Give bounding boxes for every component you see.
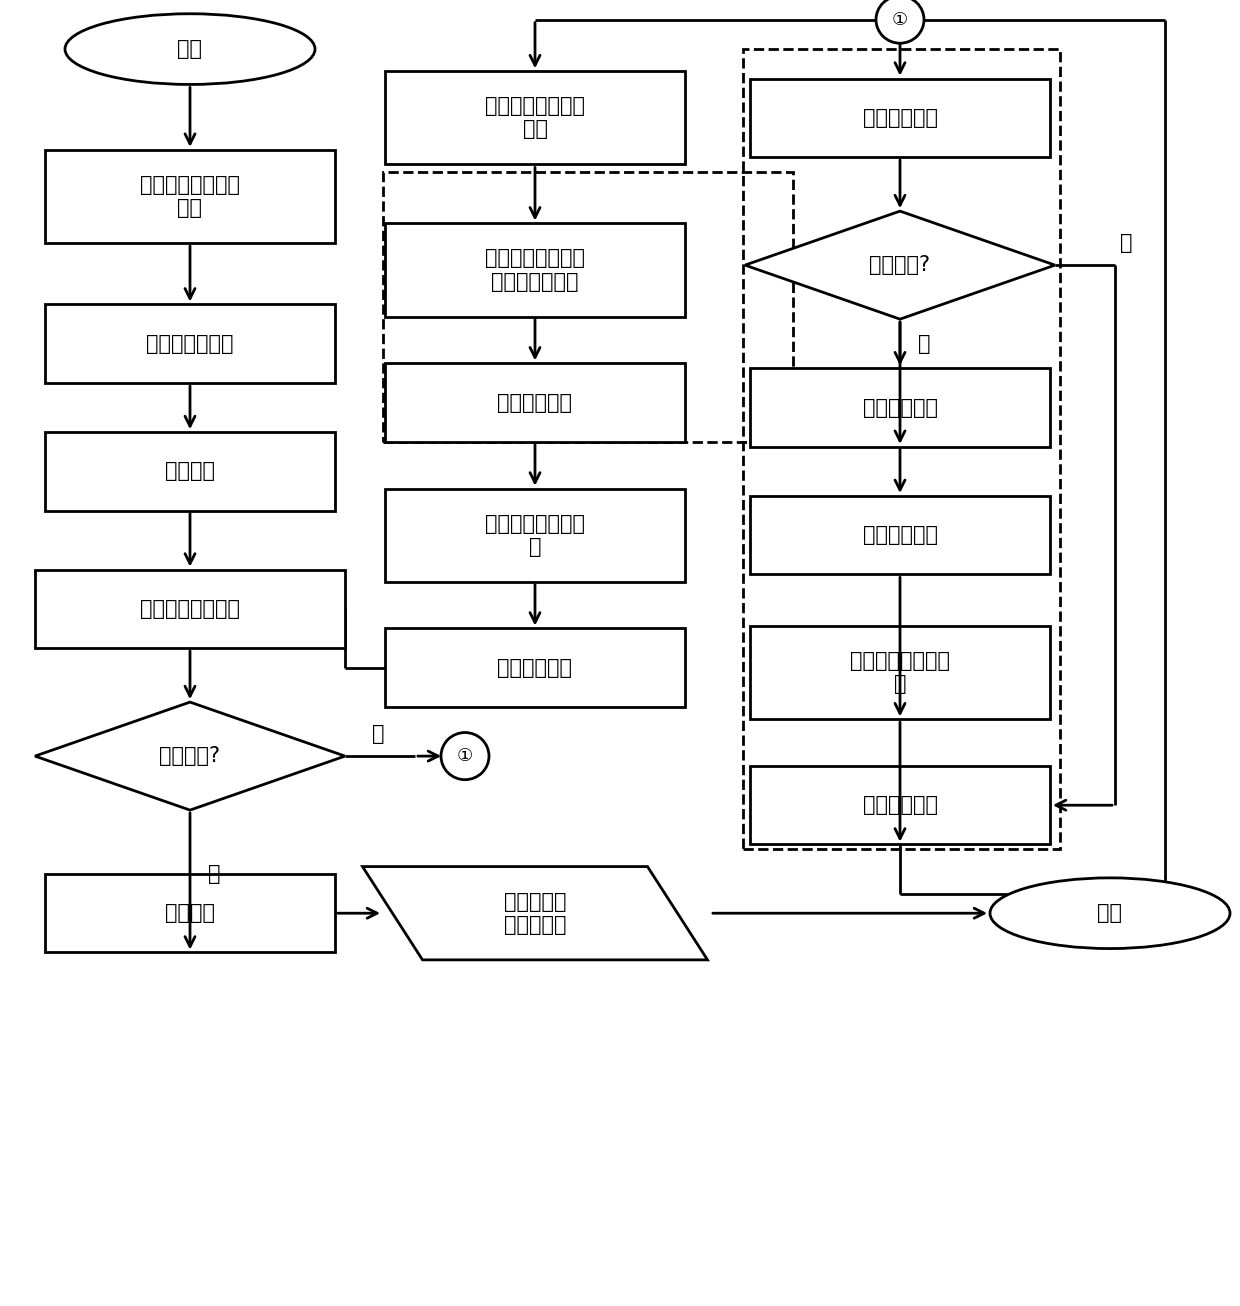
FancyBboxPatch shape xyxy=(45,874,335,952)
Text: 结束: 结束 xyxy=(1097,904,1122,923)
Text: 绘制交叉口背景: 绘制交叉口背景 xyxy=(146,334,234,354)
Polygon shape xyxy=(745,212,1055,319)
Text: 车辆周围环境信息
获取: 车辆周围环境信息 获取 xyxy=(485,97,585,140)
FancyBboxPatch shape xyxy=(384,628,684,707)
Text: ①: ① xyxy=(892,10,908,29)
Text: 信号交叉口施工区
交通流模型调用: 信号交叉口施工区 交通流模型调用 xyxy=(485,248,585,291)
Text: 开始: 开始 xyxy=(177,39,202,59)
Circle shape xyxy=(875,0,924,43)
Text: 删除出界车辆: 删除出界车辆 xyxy=(497,658,573,678)
Text: 车辆产生模块: 车辆产生模块 xyxy=(863,108,937,128)
Text: 是: 是 xyxy=(208,865,221,884)
Text: 车速产生模块: 车速产生模块 xyxy=(863,525,937,545)
Text: 输出流量、
速度等文件: 输出流量、 速度等文件 xyxy=(503,892,567,935)
FancyBboxPatch shape xyxy=(35,569,345,648)
FancyBboxPatch shape xyxy=(384,72,684,165)
Polygon shape xyxy=(35,703,345,810)
FancyBboxPatch shape xyxy=(45,432,335,511)
FancyBboxPatch shape xyxy=(384,363,684,441)
Text: 计算结果: 计算结果 xyxy=(165,904,215,923)
Text: 车辆位置、速度更
新: 车辆位置、速度更 新 xyxy=(485,513,585,556)
Text: 车型产生模块: 车型产生模块 xyxy=(863,397,937,418)
Text: 车辆向前运动: 车辆向前运动 xyxy=(863,795,937,815)
FancyBboxPatch shape xyxy=(750,368,1050,447)
Text: 是: 是 xyxy=(918,334,930,354)
FancyBboxPatch shape xyxy=(384,223,684,316)
FancyBboxPatch shape xyxy=(45,150,335,243)
Text: 产生新车?: 产生新车? xyxy=(869,255,930,276)
Text: 统计已仿真的时间: 统计已仿真的时间 xyxy=(140,599,241,619)
Ellipse shape xyxy=(64,14,315,85)
Ellipse shape xyxy=(990,878,1230,948)
Text: 否: 否 xyxy=(372,725,384,744)
Text: 变量输入、矩阵初
始化: 变量输入、矩阵初 始化 xyxy=(140,175,241,218)
Text: ①: ① xyxy=(456,747,474,765)
Text: 仿真完成?: 仿真完成? xyxy=(160,746,221,767)
Text: 冲突避免模块: 冲突避免模块 xyxy=(497,393,573,413)
Text: 新产生车辆加入矩
阵: 新产生车辆加入矩 阵 xyxy=(849,650,950,695)
FancyBboxPatch shape xyxy=(750,78,1050,157)
FancyBboxPatch shape xyxy=(45,304,335,383)
FancyBboxPatch shape xyxy=(750,496,1050,575)
FancyBboxPatch shape xyxy=(750,765,1050,845)
FancyBboxPatch shape xyxy=(384,488,684,581)
Circle shape xyxy=(441,733,489,780)
Text: 否: 否 xyxy=(1120,234,1132,253)
FancyBboxPatch shape xyxy=(750,626,1050,720)
Text: 仿真开始: 仿真开始 xyxy=(165,461,215,482)
Polygon shape xyxy=(362,867,708,960)
